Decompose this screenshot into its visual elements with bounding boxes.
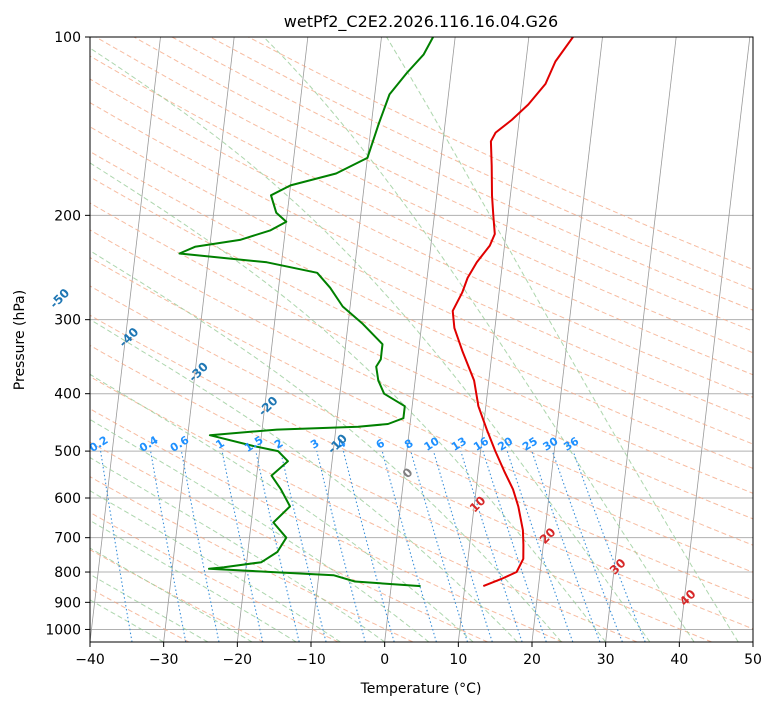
y-tick-label: 700 — [54, 531, 81, 547]
isotherm-line — [678, 37, 751, 642]
mixing-ratio-line — [316, 450, 366, 642]
moist-adiabat-line — [263, 37, 695, 642]
mixing-ratio-line — [531, 450, 601, 642]
dry-adiabat-line — [90, 441, 488, 642]
y-tick-label: 800 — [54, 565, 81, 581]
y-tick-label: 900 — [54, 595, 81, 611]
y-tick-label: 100 — [54, 30, 81, 46]
dry-adiabat-line — [90, 314, 753, 630]
isotherm-line — [310, 37, 382, 642]
dry-adiabat-line — [90, 55, 753, 376]
plot-frame — [89, 36, 754, 643]
x-tick-label: 50 — [744, 652, 762, 668]
mixing-ratio-line — [180, 450, 220, 642]
x-tick-label: −30 — [149, 652, 179, 668]
mixing-ratio-line — [432, 450, 493, 642]
moist-adiabat-line — [90, 418, 430, 642]
mixing-ratio-line — [506, 450, 574, 642]
mixing-ratio-line — [460, 450, 523, 642]
moist-adiabat-line — [90, 519, 297, 642]
dry-adiabat-line — [90, 229, 753, 546]
mixing-ratio-line — [572, 450, 646, 642]
x-tick-label: 30 — [597, 652, 615, 668]
x-tick-label: 40 — [670, 652, 688, 668]
x-tick-label: 0 — [380, 652, 389, 668]
x-axis-label: Temperature (°C) — [360, 681, 482, 697]
dry-adiabat-line — [90, 408, 563, 642]
dry-adiabat-line — [90, 126, 753, 445]
dry-adiabat-line — [90, 344, 712, 642]
temperature-profile-line — [451, 37, 574, 588]
mixing-ratio-line — [482, 450, 547, 642]
dry-adiabat-line — [90, 176, 753, 494]
x-tick-label: 20 — [523, 652, 541, 668]
moist-adiabat-line — [386, 37, 739, 642]
grid-lines — [90, 37, 753, 642]
y-axis-label: Pressure (hPa) — [12, 290, 28, 390]
dry-adiabat-line — [90, 78, 753, 398]
mixing-ratio-line — [381, 450, 437, 642]
x-tick-label: −40 — [75, 652, 105, 668]
dry-adiabat-line — [90, 587, 190, 642]
moist-adiabat-line — [90, 47, 651, 642]
y-tick-label: 200 — [54, 208, 81, 224]
isotherm-line — [384, 37, 456, 642]
moist-adiabat-line — [90, 250, 562, 642]
y-tick-label: 1000 — [45, 622, 81, 638]
moist-adiabat-line — [90, 573, 209, 642]
mixing-ratio-line — [280, 450, 327, 642]
x-tick-label: 10 — [449, 652, 467, 668]
axis-ticks: −40 −30 −20 −10 0 10 20 30 40 50 100 200 300 400 500 60… — [45, 30, 762, 668]
moist-adiabat-line — [90, 162, 607, 642]
y-tick-label: 600 — [54, 491, 81, 507]
isotherm-line — [531, 37, 603, 642]
y-tick-label: 400 — [54, 387, 81, 403]
moist-adiabat-line — [90, 547, 253, 642]
moist-adiabat-line — [90, 457, 385, 642]
dry-adiabat-line — [90, 376, 638, 642]
mixing-ratio-line — [551, 450, 623, 642]
isotherm-line — [236, 37, 309, 642]
mixing-ratio-line — [410, 450, 469, 642]
x-tick-label: −20 — [223, 652, 253, 668]
moist-adiabat-line — [90, 318, 518, 642]
dry-adiabat-line — [90, 549, 264, 642]
y-tick-label: 500 — [54, 444, 81, 460]
mixing-ratio-line — [255, 450, 300, 642]
dry-adiabat-line — [90, 102, 753, 421]
y-tick-label: 300 — [54, 313, 81, 329]
x-tick-label: −10 — [296, 652, 326, 668]
chart-title: wetPf2_C2E2.2026.116.16.04.G26 — [284, 12, 558, 32]
isotherm-line — [605, 37, 677, 642]
data-series — [178, 37, 574, 588]
dry-adiabat-line — [90, 257, 753, 573]
mixing-ratio-line — [342, 450, 395, 642]
isotherm-line — [90, 37, 161, 642]
dewpoint-profile-line — [178, 37, 434, 588]
dry-adiabat-line — [95, 37, 753, 354]
